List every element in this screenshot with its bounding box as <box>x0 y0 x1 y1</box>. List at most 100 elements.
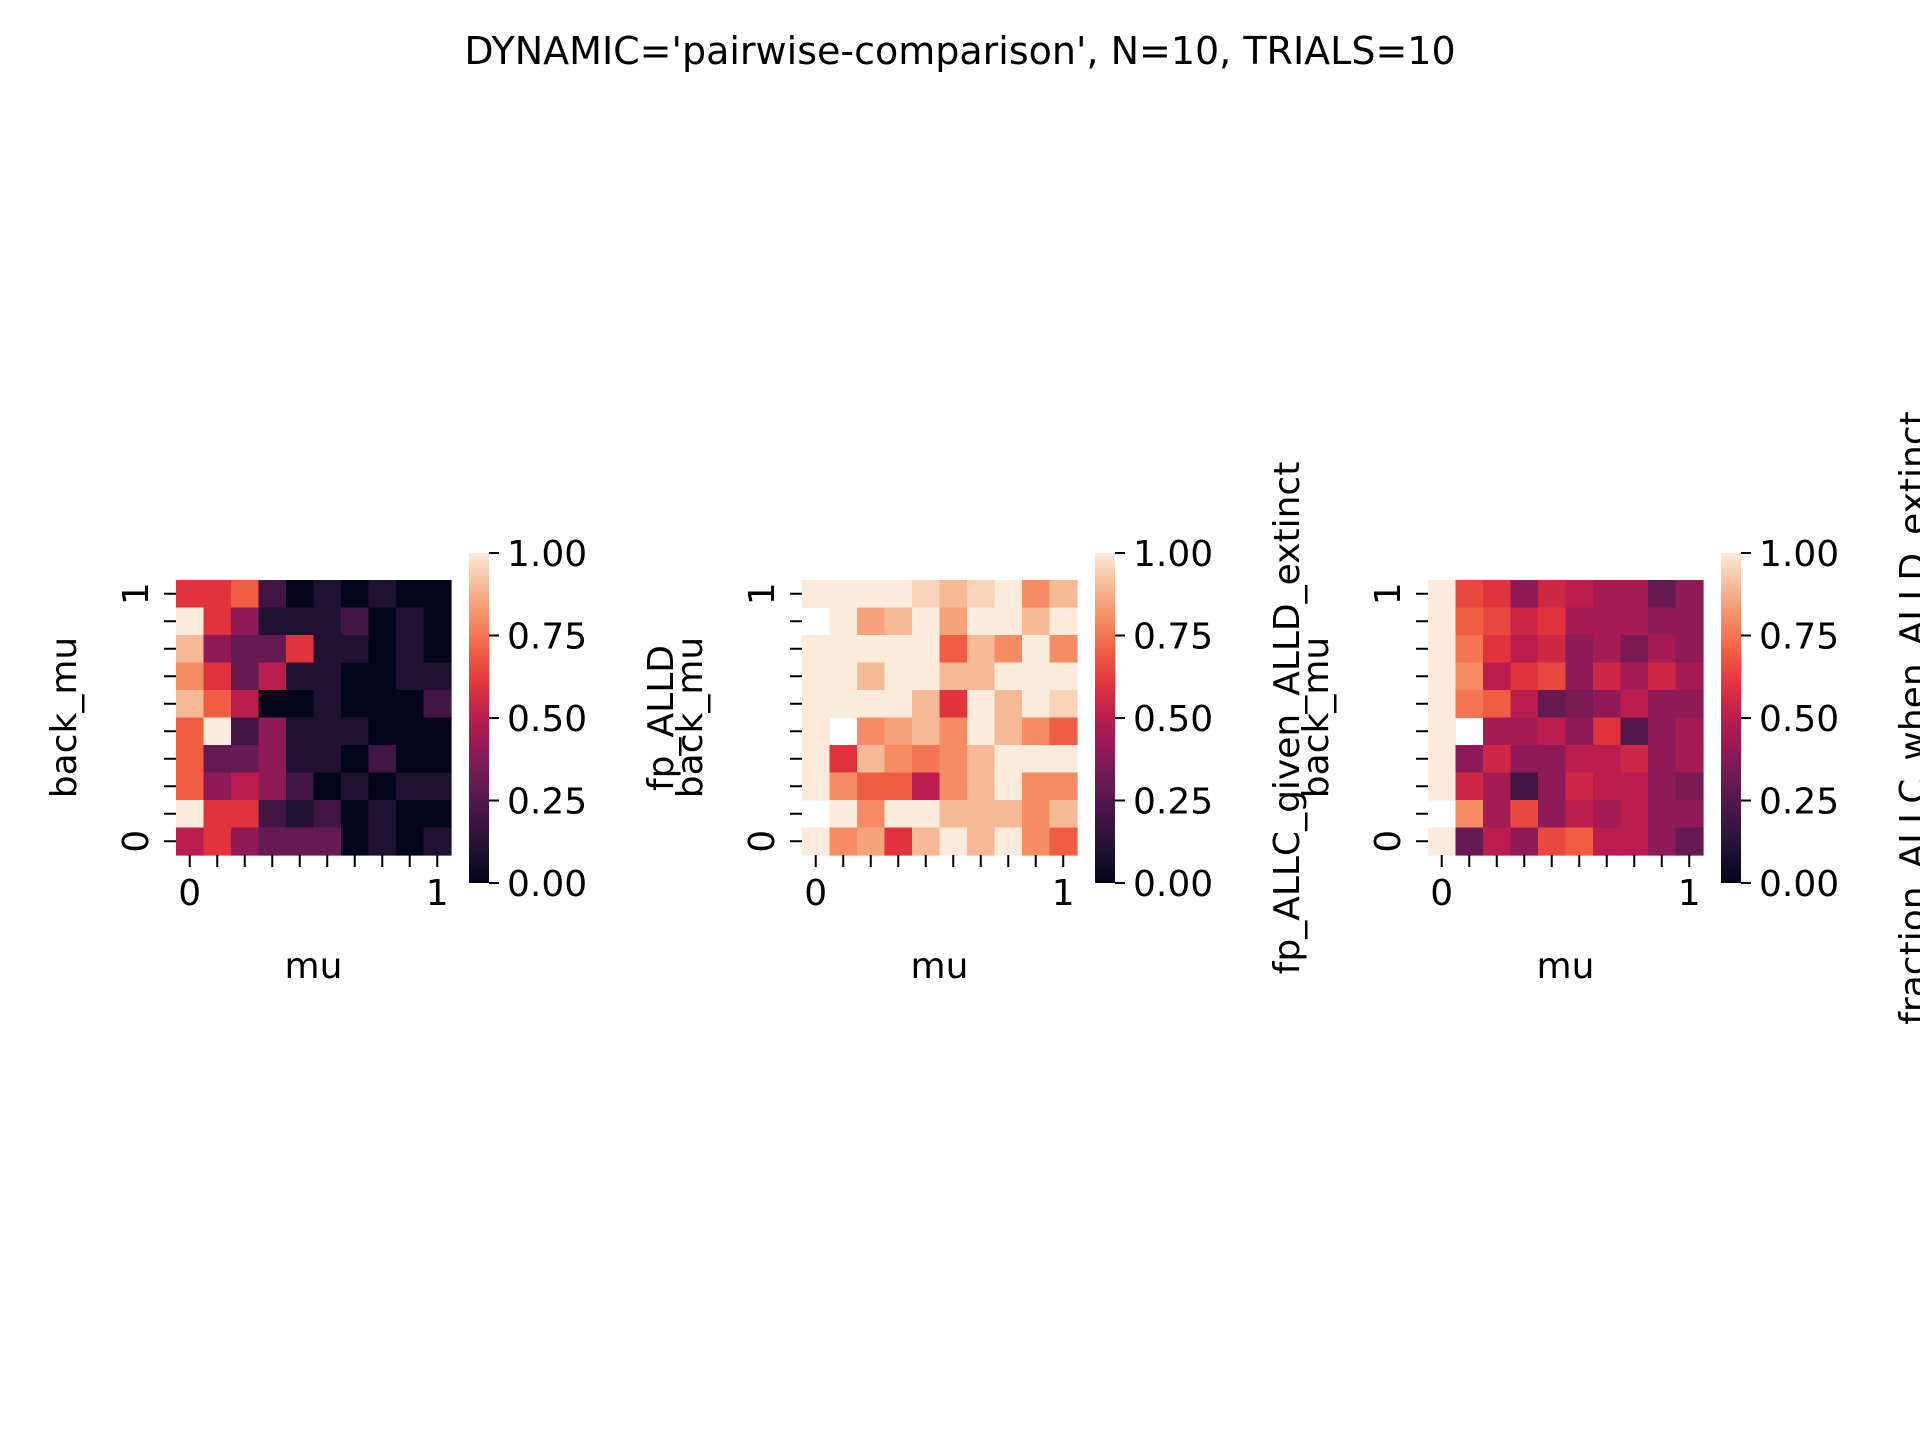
colorbar-tick-label: 1.00 <box>1133 534 1213 575</box>
heatmap-cell <box>912 662 941 691</box>
heatmap-cell <box>313 800 342 829</box>
heatmap-cells <box>802 580 1078 856</box>
heatmap-cell <box>967 772 996 801</box>
y-axis-label: back_mu <box>44 637 85 798</box>
heatmap-cell <box>1510 690 1539 719</box>
heatmap-cell <box>994 580 1023 609</box>
heatmap-cell <box>341 607 370 636</box>
heatmap-cell <box>231 745 260 774</box>
heatmap-cell <box>176 827 205 856</box>
heatmap-cell <box>802 580 831 609</box>
heatmap-cell <box>1620 662 1649 691</box>
heatmap-cell <box>857 690 886 719</box>
heatmap-cell <box>1593 635 1622 664</box>
heatmap-cell <box>1538 745 1567 774</box>
heatmap-cell <box>1428 745 1457 774</box>
heatmap-cell <box>994 635 1023 664</box>
heatmap-cell <box>1455 690 1484 719</box>
heatmap-cell <box>368 607 397 636</box>
x-tick-label-1: 1 <box>1052 873 1075 914</box>
x-tick-label-0: 0 <box>1430 873 1453 914</box>
heatmap-cell <box>1049 580 1078 609</box>
heatmap-cell <box>341 772 370 801</box>
y-tick-label-1: 1 <box>742 582 783 605</box>
heatmap-cell <box>1593 690 1622 719</box>
heatmap-cell <box>912 772 941 801</box>
heatmap-cell <box>313 745 342 774</box>
heatmap-cell <box>396 745 425 774</box>
heatmap-cell <box>1620 635 1649 664</box>
heatmap-cell <box>1022 607 1051 636</box>
heatmap-cell <box>1049 827 1078 856</box>
heatmap-cell <box>1483 717 1512 746</box>
y-axis-label: back_mu <box>1296 637 1337 798</box>
heatmap-cell <box>1483 635 1512 664</box>
heatmap-cell <box>1675 662 1704 691</box>
heatmap-cell <box>396 800 425 829</box>
heatmap-cell <box>884 662 913 691</box>
heatmap-cell <box>396 607 425 636</box>
heatmap-panel-2: 0 1 1 0 mu back_mu 0.00 0.25 0.50 0.75 1.00 fp_ALLC… <box>670 462 1308 987</box>
heatmap-cell <box>939 662 968 691</box>
heatmap-cell <box>802 717 831 746</box>
heatmap-cell <box>967 745 996 774</box>
heatmap-cell <box>1565 800 1594 829</box>
heatmap-cell <box>286 607 315 636</box>
heatmap-cell <box>829 580 858 609</box>
heatmap-cell <box>857 607 886 636</box>
heatmap-cell <box>203 607 232 636</box>
heatmap-cell <box>884 690 913 719</box>
heatmap-cell <box>1538 690 1567 719</box>
heatmap-cell <box>1455 580 1484 609</box>
heatmap-cell <box>1455 772 1484 801</box>
heatmap-cell <box>286 690 315 719</box>
heatmap-cell <box>1565 717 1594 746</box>
heatmap-cell <box>203 717 232 746</box>
heatmap-cell <box>258 635 287 664</box>
heatmap-cell <box>1593 800 1622 829</box>
heatmap-cell <box>286 800 315 829</box>
heatmap-cell <box>912 745 941 774</box>
heatmap-cell <box>857 717 886 746</box>
heatmap-cell <box>368 772 397 801</box>
heatmap-cell <box>313 827 342 856</box>
heatmap-cell <box>286 827 315 856</box>
heatmap-cell <box>341 800 370 829</box>
colorbar-tick-label: 0.00 <box>1133 864 1213 905</box>
heatmap-cell <box>802 772 831 801</box>
heatmap-cell <box>1022 772 1051 801</box>
heatmap-cell <box>176 690 205 719</box>
heatmap-cell <box>802 635 831 664</box>
heatmap-cell <box>1483 580 1512 609</box>
x-tick-label-0: 0 <box>178 873 201 914</box>
heatmap-cell <box>1648 745 1677 774</box>
heatmap-cell <box>1022 827 1051 856</box>
heatmap-cell <box>341 717 370 746</box>
heatmap-cell <box>423 607 452 636</box>
colorbar-tick-label: 0.75 <box>1759 617 1839 658</box>
heatmap-cell <box>994 607 1023 636</box>
heatmap-cell <box>912 690 941 719</box>
heatmap-cell <box>341 635 370 664</box>
heatmap-panel-3: 0 1 1 0 mu back_mu 0.00 0.25 0.50 0.75 1.00 fractio… <box>1296 411 1920 1025</box>
colorbar <box>1721 553 1741 883</box>
heatmap-cell <box>1049 717 1078 746</box>
heatmap-cell <box>829 772 858 801</box>
heatmap-cell <box>1483 800 1512 829</box>
heatmap-cell <box>1538 580 1567 609</box>
heatmap-cell <box>1648 772 1677 801</box>
heatmap-cell <box>176 662 205 691</box>
heatmap-cell <box>912 635 941 664</box>
heatmap-cell <box>939 827 968 856</box>
heatmap-cell <box>994 772 1023 801</box>
heatmap-cell <box>313 717 342 746</box>
y-axis-label: back_mu <box>670 637 711 798</box>
heatmap-cell <box>1455 745 1484 774</box>
heatmap-cell <box>258 800 287 829</box>
heatmap-cell <box>829 635 858 664</box>
heatmap-cell <box>857 800 886 829</box>
heatmap-cell <box>1565 662 1594 691</box>
heatmap-cell <box>1428 772 1457 801</box>
heatmap-cell <box>1620 745 1649 774</box>
